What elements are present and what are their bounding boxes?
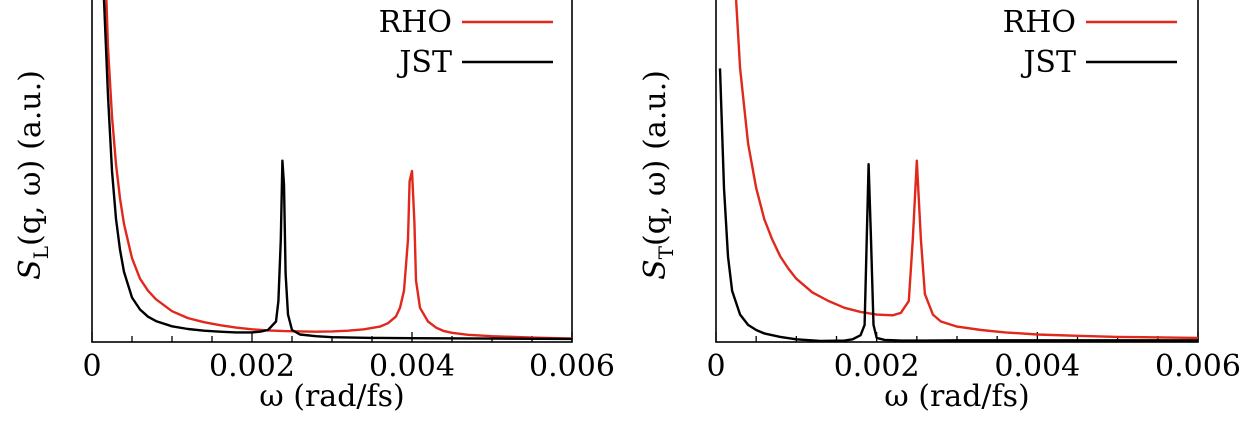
series-line-rho: [734, 0, 1198, 340]
y-label-args: (q, ω): [13, 160, 48, 246]
y-label-subscript: T: [654, 245, 678, 259]
series-group: [102, 0, 572, 341]
series-line-jst: [102, 0, 572, 341]
y-label-unit: (a.u.): [13, 70, 48, 150]
x-tick-label: 0.004: [994, 349, 1080, 384]
y-label-symbol: S: [638, 259, 673, 280]
y-axis-label: ST(q, ω) (a.u.): [638, 70, 678, 280]
plot-frame: [91, 0, 573, 343]
x-axis-label: ω (rad/fs): [884, 379, 1029, 414]
x-tick-label: 0: [82, 349, 101, 384]
legend-label-rho: RHO: [1003, 5, 1076, 40]
legend-label-jst: JST: [1020, 45, 1076, 80]
series-group: [718, 0, 1198, 342]
y-axis-label: SL(q, ω) (a.u.): [13, 70, 53, 280]
x-tick-label: 0.002: [209, 349, 295, 384]
y-label-symbol: S: [13, 259, 48, 280]
series-line-rho: [105, 0, 572, 340]
panel-longitudinal: 0 0.002 0.004 0.006 ω (rad/fs) SL(q, ω) (a.u.)…: [13, 0, 615, 414]
panel-transverse: 0 0.002 0.004 0.006 ω (rad/fs) ST(q, ω) (a.u.)…: [638, 0, 1241, 414]
x-tick-label: 0: [706, 349, 725, 384]
series-line-jst: [718, 68, 1198, 342]
legend-label-jst: JST: [396, 45, 452, 80]
x-tick-label: 0.006: [529, 349, 615, 384]
y-label-subscript: L: [29, 246, 53, 259]
y-label-args: (q, ω): [638, 160, 673, 246]
x-tick-label: 0.004: [369, 349, 455, 384]
x-axis-label: ω (rad/fs): [259, 379, 404, 414]
legend-label-rho: RHO: [379, 5, 452, 40]
x-tick-label: 0.002: [834, 349, 920, 384]
plot-frame: [715, 0, 1199, 343]
y-label-unit: (a.u.): [638, 70, 673, 150]
x-tick-label: 0.006: [1155, 349, 1241, 384]
